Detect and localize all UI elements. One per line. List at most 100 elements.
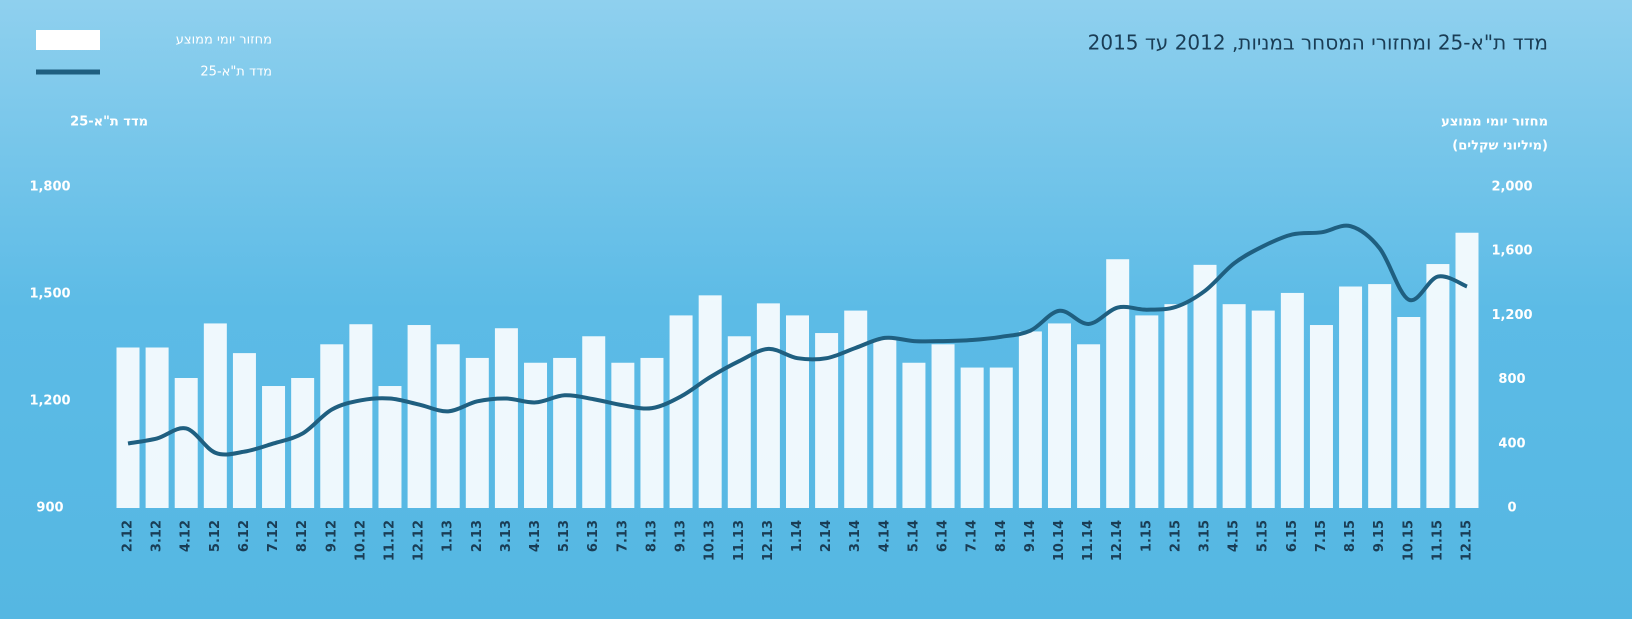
bar — [960, 367, 984, 508]
y2-tick-label: 2,000 — [1491, 180, 1532, 195]
bar — [1426, 264, 1450, 508]
bar — [320, 344, 344, 508]
bar — [698, 295, 722, 508]
bar — [174, 377, 198, 508]
bar — [902, 362, 926, 508]
x-tick-label: 9.13 — [674, 520, 689, 552]
bar — [232, 353, 256, 508]
x-tick-label: 2.15 — [1168, 520, 1183, 552]
bar — [756, 303, 780, 508]
x-tick-label: 10.12 — [353, 520, 368, 561]
x-tick-label: 12.14 — [1110, 520, 1125, 561]
bar — [611, 362, 635, 508]
bar — [1222, 304, 1246, 508]
x-tick-label: 8.13 — [644, 520, 659, 552]
bar — [844, 310, 868, 508]
x-tick-label: 3.15 — [1198, 520, 1213, 552]
bar — [291, 377, 315, 508]
y2-tick-label: 0 — [1507, 501, 1516, 516]
x-tick-label: 5.15 — [1256, 520, 1271, 552]
x-tick-label: 12.13 — [761, 520, 776, 561]
x-tick-label: 5.12 — [208, 520, 223, 552]
x-tick-label: 2.14 — [819, 520, 834, 552]
bar — [1135, 315, 1159, 508]
x-tick-label: 12.12 — [412, 520, 427, 561]
bar — [524, 362, 548, 508]
bar — [465, 357, 489, 508]
x-tick-label: 6.15 — [1285, 520, 1300, 552]
legend-label: מדד ת"א-25 — [200, 65, 272, 80]
x-tick-label: 7.13 — [615, 520, 630, 552]
x-tick-label: 8.15 — [1343, 520, 1358, 552]
x-tick-label: 8.14 — [994, 520, 1009, 552]
x-tick-label: 10.15 — [1401, 520, 1416, 561]
bar — [494, 328, 518, 508]
y-tick-label: 1,800 — [29, 180, 70, 195]
x-tick-label: 6.14 — [936, 520, 951, 552]
bar — [640, 357, 664, 508]
bar — [1106, 259, 1130, 508]
y2-tick-label: 1,600 — [1491, 244, 1532, 259]
x-tick-label: 1.13 — [441, 520, 456, 552]
bar — [349, 324, 373, 508]
x-tick-label: 7.15 — [1314, 520, 1329, 552]
x-tick-label: 7.12 — [266, 520, 281, 552]
bar — [873, 339, 897, 508]
bar — [931, 344, 955, 508]
bar — [582, 336, 606, 508]
x-tick-label: 10.13 — [703, 520, 718, 561]
bar — [1397, 317, 1421, 508]
bar — [1018, 331, 1042, 508]
bar — [116, 347, 140, 508]
x-tick-label: 9.15 — [1372, 520, 1387, 552]
x-tick-label: 11.12 — [382, 520, 397, 561]
legend-label: מחזור יומי ממוצע — [176, 33, 272, 48]
y2-tick-label: 800 — [1498, 372, 1525, 387]
x-tick-label: 4.14 — [877, 520, 892, 552]
bar — [262, 386, 286, 508]
bar — [436, 344, 460, 508]
bar — [727, 336, 751, 508]
y2-tick-label: 400 — [1498, 436, 1525, 451]
x-tick-label: 11.14 — [1081, 520, 1096, 561]
x-tick-label: 4.15 — [1227, 520, 1242, 552]
bar — [1193, 264, 1217, 508]
x-tick-label: 6.13 — [586, 520, 601, 552]
x-tick-label: 3.13 — [499, 520, 514, 552]
bar — [553, 357, 577, 508]
bar — [1280, 292, 1304, 508]
bar — [407, 325, 431, 508]
x-tick-label: 1.14 — [790, 520, 805, 552]
line — [127, 223, 1468, 457]
x-tick-label: 9.14 — [1023, 520, 1038, 552]
bar — [1251, 310, 1275, 508]
x-tick-label: 9.12 — [324, 520, 339, 552]
bar — [1077, 344, 1101, 508]
x-tick-label: 3.12 — [150, 520, 165, 552]
y2-tick-label: 1,200 — [1491, 308, 1532, 323]
bar — [1368, 284, 1392, 508]
x-tick-label: 4.12 — [179, 520, 194, 552]
x-tick-label: 5.14 — [906, 520, 921, 552]
bar — [378, 386, 402, 508]
y-axis-title: מדד ת"א-25 — [70, 115, 148, 130]
bar — [815, 333, 839, 508]
x-tick-label: 2.13 — [470, 520, 485, 552]
x-tick-label: 3.14 — [848, 520, 863, 552]
bar — [1164, 304, 1188, 508]
bar — [1455, 232, 1479, 508]
x-tick-label: 2.12 — [121, 520, 136, 552]
bar — [1339, 286, 1363, 508]
x-tick-label: 8.12 — [295, 520, 310, 552]
bar — [669, 315, 693, 508]
y-tick-label: 1,200 — [29, 394, 70, 409]
x-tick-label: 7.14 — [965, 520, 980, 552]
bar — [1047, 323, 1071, 508]
bar — [989, 367, 1013, 508]
y2-axis-title: (מיליוני שקלים) — [1452, 139, 1548, 154]
x-tick-label: 12.15 — [1460, 520, 1475, 561]
bar — [203, 323, 227, 508]
legend-swatch — [36, 30, 100, 50]
bar — [145, 347, 169, 508]
